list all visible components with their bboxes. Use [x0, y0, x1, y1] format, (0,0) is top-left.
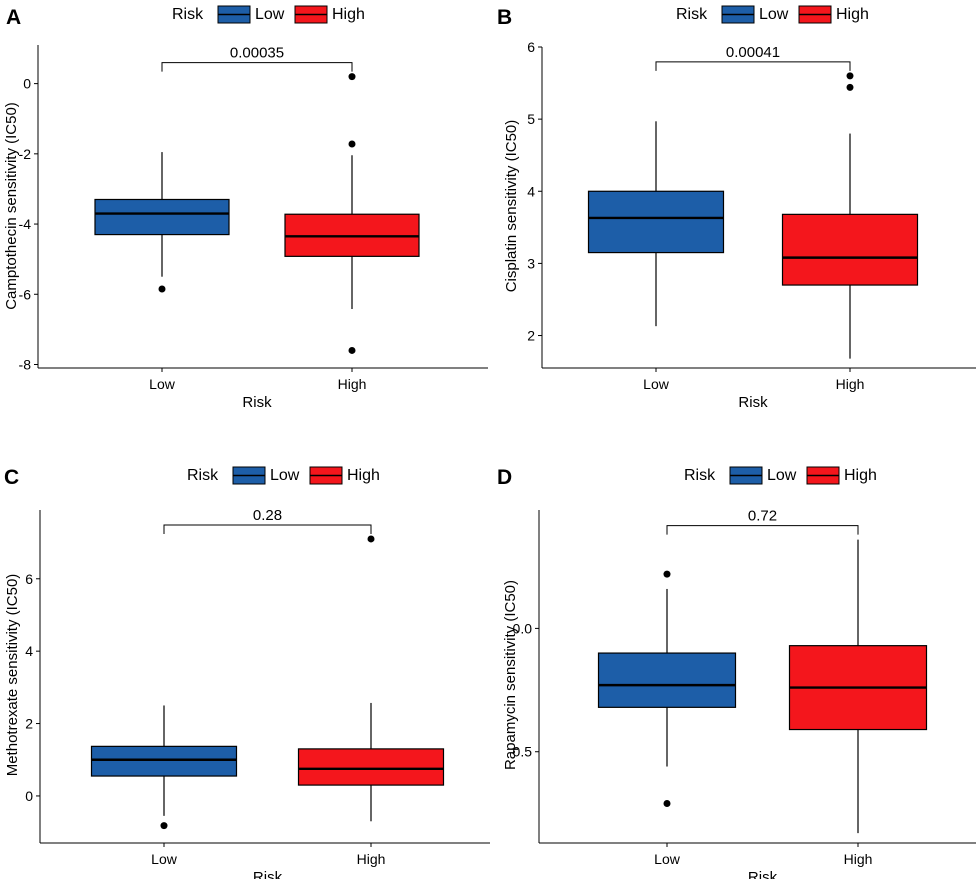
significance-bracket: 0.00035 [161, 45, 353, 72]
outlier-point [348, 346, 356, 354]
box-high [788, 539, 928, 834]
legend-title: Risk [172, 6, 204, 23]
bracket-line [666, 525, 859, 535]
bracket-line [161, 62, 353, 72]
outlier-point [663, 570, 671, 578]
y-tick-label: 2 [527, 328, 535, 344]
significance-bracket: 0.00041 [655, 44, 851, 71]
panel-b: B Risk Low High 6 5 4 3 2 Low High Risk Cisplatin se… [497, 5, 976, 411]
p-value-label: 0.00035 [230, 45, 284, 62]
x-axis-title: Risk [253, 869, 283, 879]
outlier-point [846, 72, 854, 80]
y-tick-label: -4 [19, 216, 32, 232]
legend: Risk Low High [187, 466, 380, 485]
box-iqr [781, 213, 919, 286]
box-high [297, 535, 445, 822]
y-axis-title: Cisplatin sensitivity (IC50) [503, 120, 520, 293]
box-low [597, 570, 737, 808]
legend-entry-high: High [347, 467, 380, 484]
box-high [781, 72, 919, 359]
box-high [284, 73, 420, 354]
box-low [94, 152, 230, 293]
outlier-point [367, 535, 375, 543]
panel-label: A [6, 6, 21, 29]
box-low [90, 705, 238, 830]
x-axis-title: Risk [242, 394, 272, 411]
legend-title: Risk [684, 467, 716, 484]
legend-entry-low: Low [767, 467, 797, 484]
y-tick-label: 6 [25, 571, 33, 587]
panel-a: A Risk Low High 0 -2 -4 -6 -8 Low High Risk Camptoth… [3, 5, 488, 411]
outlier-point [158, 285, 166, 293]
x-tick-label: Low [151, 851, 178, 867]
legend: Risk Low High [684, 466, 877, 485]
x-tick-label: High [844, 851, 873, 867]
x-axis-title: Risk [738, 394, 768, 411]
box-iqr [90, 745, 238, 777]
x-axis-title: Risk [748, 869, 778, 879]
legend-entry-low: Low [255, 6, 285, 23]
legend-entry-high: High [844, 467, 877, 484]
outlier-point [348, 140, 356, 148]
y-tick-label: 0 [23, 76, 31, 92]
box-iqr [94, 198, 230, 236]
outlier-point [160, 822, 168, 830]
x-tick-label: Low [149, 376, 176, 392]
p-value-label: 0.00041 [726, 44, 780, 61]
p-value-label: 0.28 [253, 507, 282, 524]
panel-label: B [497, 6, 512, 29]
legend-entry-low: Low [759, 6, 789, 23]
bracket-line [655, 61, 851, 71]
y-tick-label: -8 [19, 356, 32, 372]
legend-entry-high: High [836, 6, 869, 23]
box-iqr [297, 748, 445, 786]
box-iqr [587, 190, 725, 254]
panel-label: D [497, 466, 512, 489]
x-tick-label: Low [643, 376, 670, 392]
x-tick-label: High [338, 376, 367, 392]
y-tick-label: 0.0 [513, 620, 533, 636]
y-axis-title: Camptothecin sensitivity (IC50) [3, 102, 20, 310]
bracket-line [163, 524, 372, 534]
p-value-label: 0.72 [748, 508, 777, 525]
box-iqr [597, 652, 737, 708]
y-tick-label: 6 [527, 39, 535, 55]
panel-d: D Risk Low High 0.0 0.5 Low High Risk Rapamycin s… [497, 466, 976, 879]
significance-bracket: 0.72 [666, 508, 859, 535]
outlier-point [846, 83, 854, 91]
y-tick-label: 5 [527, 111, 535, 127]
panel-c: C Risk Low High 6 4 2 0 Low High Risk Methotrexate … [4, 466, 490, 879]
y-tick-label: 0.5 [513, 744, 533, 760]
x-tick-label: High [836, 376, 865, 392]
legend-title: Risk [676, 6, 708, 23]
y-tick-label: -2 [19, 146, 32, 162]
box-low [587, 121, 725, 327]
y-tick-label: 4 [527, 183, 535, 199]
y-axis-title: Methotrexate sensitivity (IC50) [4, 574, 21, 777]
x-tick-label: Low [654, 851, 681, 867]
panel-label: C [4, 466, 19, 489]
y-tick-label: 4 [25, 643, 33, 659]
y-tick-label: 2 [25, 716, 33, 732]
y-tick-label: 0 [25, 788, 33, 804]
y-tick-label: 3 [527, 255, 535, 271]
legend: Risk Low High [172, 5, 365, 24]
legend: Risk Low High [676, 5, 869, 24]
significance-bracket: 0.28 [163, 507, 372, 534]
x-tick-label: High [357, 851, 386, 867]
legend-title: Risk [187, 467, 219, 484]
legend-entry-high: High [332, 6, 365, 23]
legend-entry-low: Low [270, 467, 300, 484]
y-axis-title: Rapamycin sensitivity (IC50) [502, 580, 519, 770]
outlier-point [348, 73, 356, 81]
y-tick-label: -6 [19, 286, 32, 302]
outlier-point [663, 800, 671, 808]
